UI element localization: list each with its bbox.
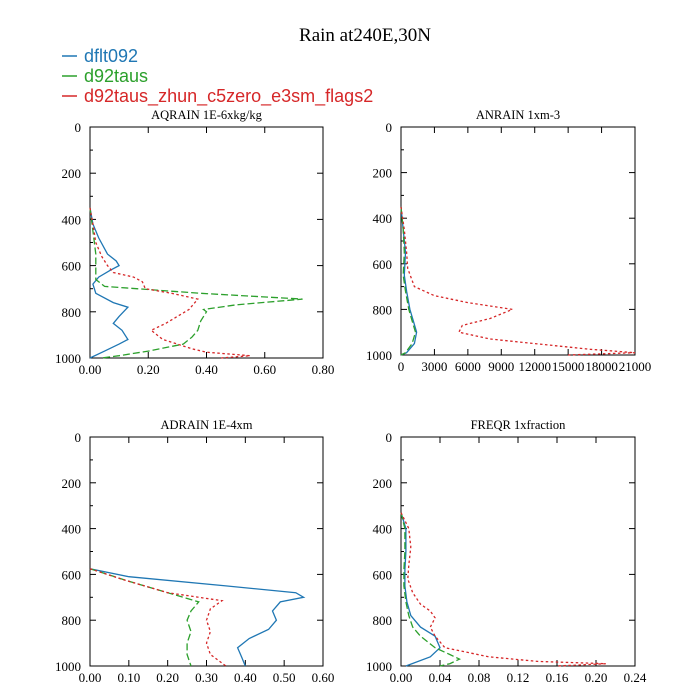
y-tick-label: 1000 <box>55 351 81 366</box>
x-tick-label: 0.30 <box>195 670 218 685</box>
x-tick-label: 0.50 <box>273 670 296 685</box>
legend-label: d92taus <box>84 66 148 86</box>
plot-frame <box>400 436 636 667</box>
x-tick-label: 0.40 <box>234 670 257 685</box>
y-tick-label: 0 <box>75 430 82 445</box>
x-tick-label: 21000 <box>619 359 652 374</box>
legend-entry-d92taus-zhun: d92taus_zhun_c5zero_e3sm_flags2 <box>62 86 373 107</box>
x-tick-label: 3000 <box>421 359 447 374</box>
x-tick-label: 0.00 <box>79 362 102 377</box>
y-tick-label: 200 <box>62 166 82 181</box>
series-line-dflt092 <box>89 568 306 667</box>
y-tick-label: 400 <box>62 212 82 227</box>
y-tick-label: 200 <box>373 166 393 181</box>
x-tick-label: 0.60 <box>253 362 276 377</box>
x-tick-label: 9000 <box>488 359 514 374</box>
series-line-dflt092 <box>89 207 130 359</box>
figure-title: Rain at240E,30N <box>299 25 431 46</box>
x-tick-label: 0.20 <box>585 670 608 685</box>
x-tick-label: 0.40 <box>195 362 218 377</box>
series-line-dflt092 <box>400 206 418 356</box>
plot-frame <box>89 126 324 359</box>
x-tick-label: 0.60 <box>312 670 335 685</box>
x-tick-label: 12000 <box>518 359 551 374</box>
x-tick-label: 0.08 <box>468 670 491 685</box>
series-line-d92taus_zhun_c5zero_e3sm_flags2 <box>89 207 251 359</box>
y-tick-label: 400 <box>62 522 82 537</box>
x-tick-label: 0.00 <box>390 670 413 685</box>
x-tick-label: 15000 <box>552 359 585 374</box>
y-tick-label: 400 <box>373 522 393 537</box>
plot-frame <box>89 436 324 667</box>
y-tick-label: 200 <box>373 476 393 491</box>
x-tick-label: 0.20 <box>137 362 160 377</box>
legend-label: dflt092 <box>84 46 138 66</box>
y-tick-label: 1000 <box>366 659 392 674</box>
series-line-d92taus_zhun_c5zero_e3sm_flags2 <box>89 568 227 667</box>
series-line-d92taus_zhun_c5zero_e3sm_flags2 <box>400 206 636 356</box>
panel-title: ANRAIN 1xm-3 <box>476 108 560 122</box>
x-tick-label: 0.00 <box>79 670 102 685</box>
y-tick-label: 600 <box>62 567 82 582</box>
y-tick-label: 200 <box>62 476 82 491</box>
panel-2: ANRAIN 1xm-3 0 200 400 600 800 1000 0 3000 6000 90… <box>366 108 651 374</box>
x-tick-label: 0.04 <box>429 670 452 685</box>
series-line-d92taus <box>89 568 200 667</box>
x-tick-label: 0.80 <box>312 362 335 377</box>
legend-label: d92taus_zhun_c5zero_e3sm_flags2 <box>84 86 373 107</box>
y-tick-label: 0 <box>386 430 393 445</box>
x-tick-label: 0.16 <box>546 670 569 685</box>
y-tick-label: 800 <box>373 302 393 317</box>
series-line-d92taus <box>89 207 303 359</box>
x-tick-label: 0.24 <box>624 670 647 685</box>
y-tick-label: 400 <box>373 211 393 226</box>
legend: dflt092 d92taus d92taus_zhun_c5zero_e3sm… <box>62 46 373 107</box>
y-tick-label: 800 <box>373 613 393 628</box>
x-tick-label: 6000 <box>455 359 481 374</box>
y-tick-label: 600 <box>373 257 393 272</box>
panel-title: AQRAIN 1E-6xkg/kg <box>151 108 263 122</box>
y-tick-label: 600 <box>62 259 82 274</box>
y-tick-label: 800 <box>62 305 82 320</box>
y-tick-label: 0 <box>386 120 393 135</box>
y-tick-label: 1000 <box>55 659 81 674</box>
plot-frame <box>400 126 636 356</box>
x-tick-label: 0.20 <box>156 670 179 685</box>
y-tick-label: 1000 <box>366 348 392 363</box>
series-line-d92taus <box>400 512 462 667</box>
panel-title: FREQR 1xfraction <box>471 418 567 432</box>
y-tick-label: 0 <box>75 120 82 135</box>
panel-title: ADRAIN 1E-4xm <box>160 418 252 432</box>
x-tick-label: 0.10 <box>117 670 140 685</box>
y-tick-label: 800 <box>62 613 82 628</box>
series-line-d92taus <box>400 206 417 356</box>
legend-entry-d92taus: d92taus <box>62 66 148 86</box>
series-line-dflt092 <box>400 512 441 667</box>
y-tick-label: 600 <box>373 567 393 582</box>
x-tick-label: 0.12 <box>507 670 530 685</box>
x-tick-label: 18000 <box>585 359 618 374</box>
x-tick-label: 0 <box>398 359 405 374</box>
legend-entry-dflt092: dflt092 <box>62 46 138 66</box>
series-line-d92taus_zhun_c5zero_e3sm_flags2 <box>400 512 606 667</box>
